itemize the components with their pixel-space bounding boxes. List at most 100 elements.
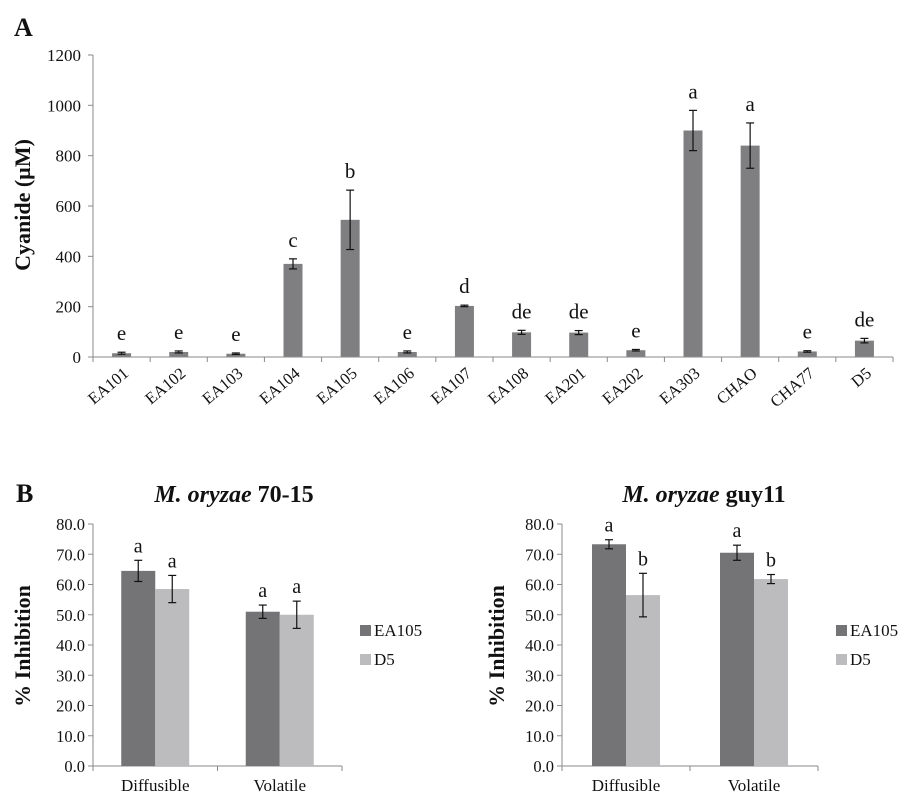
- x-tick-label: EA105: [313, 364, 361, 409]
- significance-letter: a: [168, 550, 177, 572]
- bar-d5-diffusible: [626, 595, 660, 766]
- bar-ea105-diffusible: [592, 544, 626, 766]
- bar-d5-volatile: [754, 579, 788, 766]
- bar-ea303: [683, 130, 703, 357]
- significance-letter: a: [134, 535, 143, 557]
- significance-letter: e: [174, 320, 183, 344]
- y-tick-label: 50.0: [56, 606, 85, 625]
- y-tick-label: 20.0: [525, 697, 554, 716]
- panel-label-a: A: [14, 13, 33, 42]
- bar-chao: [740, 145, 760, 357]
- legend-label-d5: D5: [374, 650, 395, 669]
- significance-letter: a: [688, 79, 698, 103]
- x-tick-label: EA201: [541, 364, 589, 409]
- x-tick-label: EA107: [427, 364, 475, 409]
- y-tick-label: 600: [56, 197, 82, 216]
- bar-ea104: [283, 263, 303, 357]
- cyanide-chart: e e e c b e d de de e a a e de 0 200 400 600 800 1000 1200 E…: [47, 46, 894, 412]
- significance-letter: a: [733, 520, 742, 542]
- bar-ea102: [169, 351, 189, 357]
- legend-label-d5: D5: [850, 650, 871, 669]
- bar-d5: [854, 340, 874, 357]
- y-tick-label: 10.0: [525, 727, 554, 746]
- y-tick-label: 50.0: [525, 606, 554, 625]
- significance-letter: a: [605, 515, 614, 537]
- panel-label-b: B: [16, 479, 33, 508]
- bar-ea108: [512, 332, 532, 357]
- x-tick-label: Volatile: [728, 776, 781, 795]
- legend-swatch-ea105: [836, 625, 847, 636]
- y-tick-label: 30.0: [525, 666, 554, 685]
- significance-letter: e: [631, 318, 640, 342]
- y-tick-label: 20.0: [56, 697, 85, 716]
- inhibition-chart-guy11: 0.0 10.0 20.0 30.0 40.0 50.0 60.0 70.0 80.0 Diffu…: [525, 515, 898, 795]
- significance-letter: a: [258, 580, 267, 602]
- significance-letter: de: [569, 300, 589, 324]
- bar-ea101: [112, 353, 132, 357]
- bar-cha77: [797, 351, 817, 357]
- legend-label-ea105: EA105: [374, 621, 422, 640]
- x-tick-label: CHA77: [766, 364, 818, 412]
- bar-ea103: [226, 353, 246, 357]
- legend-label-ea105: EA105: [850, 621, 898, 640]
- x-tick-label: EA108: [484, 364, 532, 409]
- y-tick-label: 1200: [47, 46, 81, 65]
- x-tick-label: Volatile: [253, 776, 306, 795]
- chart-b1-ylabel: % Inhibition: [10, 585, 35, 707]
- x-tick-label: EA101: [84, 364, 132, 409]
- significance-letter: a: [745, 92, 755, 116]
- bar-ea105-volatile: [720, 552, 754, 766]
- y-tick-label: 60.0: [525, 576, 554, 595]
- bar-ea201: [569, 332, 589, 357]
- y-tick-label: 70.0: [525, 545, 554, 564]
- legend-swatch-d5: [836, 654, 847, 665]
- significance-letter: e: [803, 320, 812, 344]
- inhibition-chart-70-15: 0.0 10.0 20.0 30.0 40.0 50.0 60.0 70.0 80.0 Diffu…: [56, 515, 422, 795]
- y-tick-label: 30.0: [56, 666, 85, 685]
- x-tick-label: EA202: [598, 364, 646, 409]
- legend-swatch-d5: [360, 654, 371, 665]
- bar-d5-diffusible: [155, 589, 190, 766]
- y-tick-label: 70.0: [56, 545, 85, 564]
- chart-b1-title: M. oryzae 70-15: [153, 482, 313, 508]
- y-tick-label: 200: [56, 298, 82, 317]
- legend-swatch-ea105: [360, 625, 371, 636]
- y-tick-label: 0: [73, 348, 82, 367]
- x-tick-label: EA104: [256, 364, 304, 409]
- bar-ea105-diffusible: [121, 570, 156, 766]
- x-tick-label: CHAO: [713, 363, 761, 408]
- x-tick-label: Diffusible: [592, 776, 661, 795]
- y-tick-label: 0.0: [64, 757, 85, 776]
- significance-letter: b: [345, 159, 356, 183]
- significance-letter: e: [117, 321, 126, 345]
- y-tick-label: 1000: [47, 96, 81, 115]
- significance-letter: e: [403, 320, 412, 344]
- y-tick-label: 0.0: [533, 757, 554, 776]
- significance-letter: b: [766, 550, 776, 572]
- x-tick-label: EA106: [370, 364, 418, 409]
- y-tick-label: 40.0: [525, 636, 554, 655]
- chart-b2-title: M. oryzae guy11: [621, 482, 785, 508]
- x-tick-label: EA303: [656, 364, 704, 409]
- significance-letter: d: [459, 274, 470, 298]
- significance-letter: de: [855, 307, 875, 331]
- bar-ea105-volatile: [245, 611, 280, 766]
- significance-letter: c: [288, 228, 297, 252]
- significance-letter: e: [231, 322, 240, 346]
- bar-ea106: [397, 351, 417, 357]
- x-tick-label: D5: [847, 364, 875, 392]
- y-tick-label: 80.0: [56, 515, 85, 534]
- y-tick-label: 40.0: [56, 636, 85, 655]
- significance-letter: de: [512, 299, 532, 323]
- x-tick-label: EA103: [198, 364, 246, 409]
- bar-d5-volatile: [279, 614, 314, 766]
- y-tick-label: 400: [56, 247, 82, 266]
- y-tick-label: 10.0: [56, 727, 85, 746]
- chart-a-ylabel: Cyanide (µM): [10, 139, 35, 271]
- bar-ea202: [626, 350, 646, 357]
- significance-letter: a: [292, 576, 301, 598]
- chart-b2-ylabel: % Inhibition: [484, 585, 509, 707]
- significance-letter: b: [638, 548, 648, 570]
- bar-ea105: [340, 219, 360, 357]
